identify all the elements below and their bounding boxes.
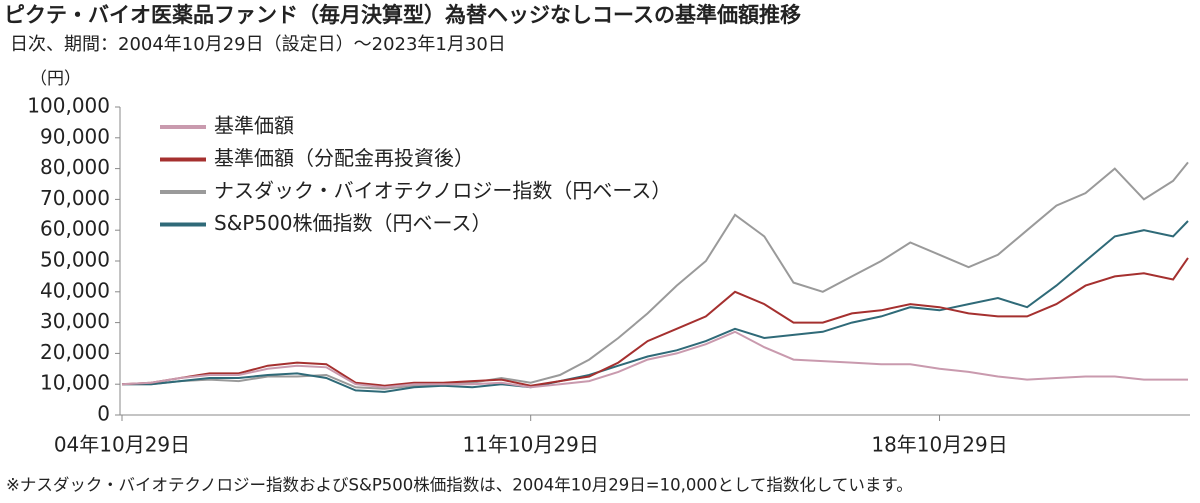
footnote: ※ナスダック・バイオテクノロジー指数およびS&P500株価指数は、2004年10… (6, 476, 913, 495)
y-tick-label: 90,000 (40, 124, 110, 148)
series-line (122, 161, 1189, 390)
legend-label: 基準価額 (214, 114, 294, 138)
series-line (121, 330, 1188, 389)
series-line (122, 220, 1189, 393)
y-tick-label: 80,000 (40, 155, 110, 179)
x-tick-label: 11年10月29日 (463, 433, 599, 457)
y-axis-label: （円） (30, 69, 81, 89)
y-tick-label: 60,000 (40, 217, 110, 241)
y-tick-label: 0 (97, 402, 110, 426)
x-tick-label: 04年10月29日 (54, 433, 190, 457)
chart-subtitle: 日次、期間：2004年10月29日（設定日）～2023年1月30日 (10, 34, 506, 55)
y-tick-label: 20,000 (40, 340, 110, 364)
x-tick-label: 18年10月29日 (871, 433, 1007, 457)
legend-label: 基準価額（分配金再投資後） (214, 146, 474, 170)
series-line (121, 257, 1189, 387)
y-tick-label: 10,000 (40, 371, 110, 395)
legend-label: ナスダック・バイオテクノロジー指数（円ベース） (214, 179, 671, 203)
y-tick-label: 30,000 (40, 309, 110, 333)
legend-label: S&P500株価指数（円ベース） (214, 211, 492, 235)
chart-title: ピクテ・バイオ医薬品ファンド（毎月決算型）為替ヘッジなしコースの基準価額推移 (4, 3, 801, 27)
y-tick-label: 50,000 (40, 248, 110, 272)
y-tick-label: 40,000 (40, 278, 110, 302)
y-tick-label: 100,000 (27, 94, 110, 118)
y-tick-label: 70,000 (40, 186, 110, 210)
